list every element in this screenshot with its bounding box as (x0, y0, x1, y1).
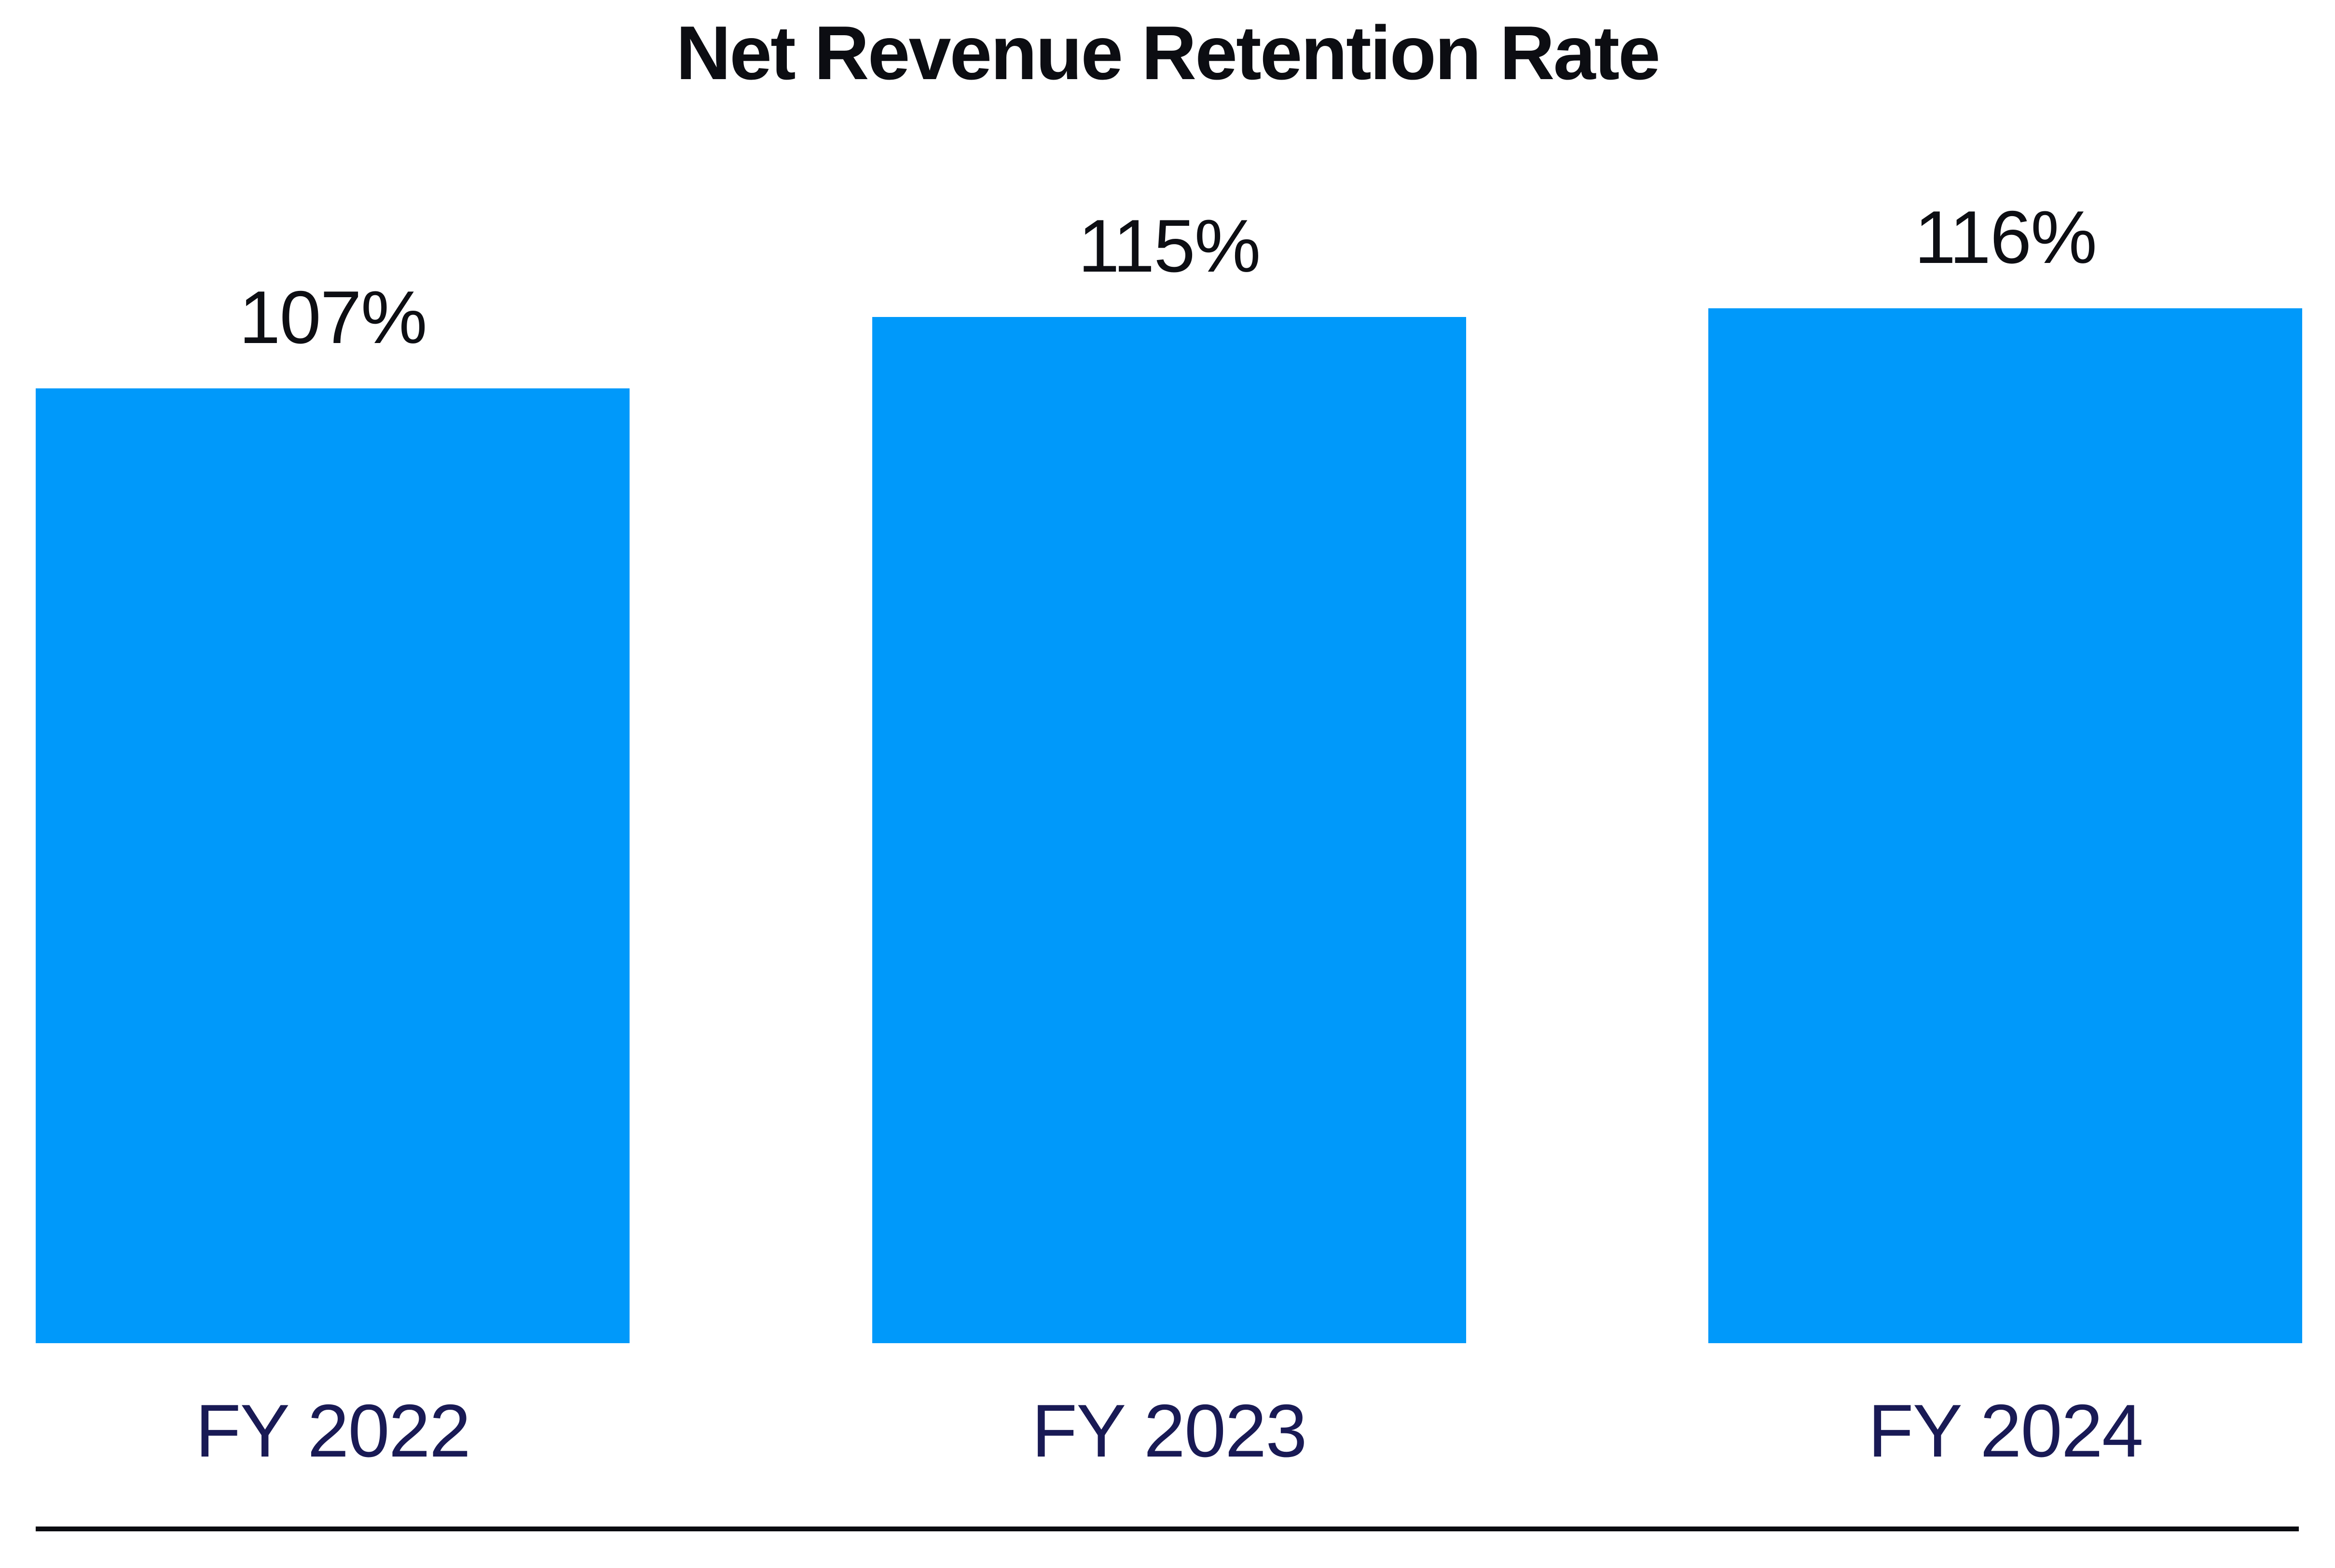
bar-group-fy-2022: 107% (36, 0, 630, 1343)
x-axis-label-fy-2022: FY 2022 (195, 1389, 471, 1472)
bar-group-fy-2023: 115% (872, 0, 1466, 1343)
x-axis-category-row: FY 2022 FY 2023 FY 2024 (36, 1393, 2302, 1468)
bar-value-label-fy-2023: 115% (1078, 204, 1261, 288)
plot-area: 107% 115% 116% (36, 0, 2302, 1343)
bar-fy-2024 (1708, 308, 2302, 1343)
bar-value-label-fy-2022: 107% (239, 275, 427, 359)
bar-value-label-fy-2024: 116% (1914, 195, 2097, 279)
bar-fy-2022 (36, 388, 630, 1343)
bar-fy-2023 (872, 317, 1466, 1343)
bottom-divider-line (36, 1527, 2299, 1531)
x-axis-label-fy-2023: FY 2023 (1031, 1389, 1307, 1472)
bar-group-fy-2024: 116% (1708, 0, 2302, 1343)
x-axis-label-fy-2024: FY 2024 (1868, 1389, 2143, 1472)
chart-title: Net Revenue Retention Rate (676, 11, 1661, 96)
